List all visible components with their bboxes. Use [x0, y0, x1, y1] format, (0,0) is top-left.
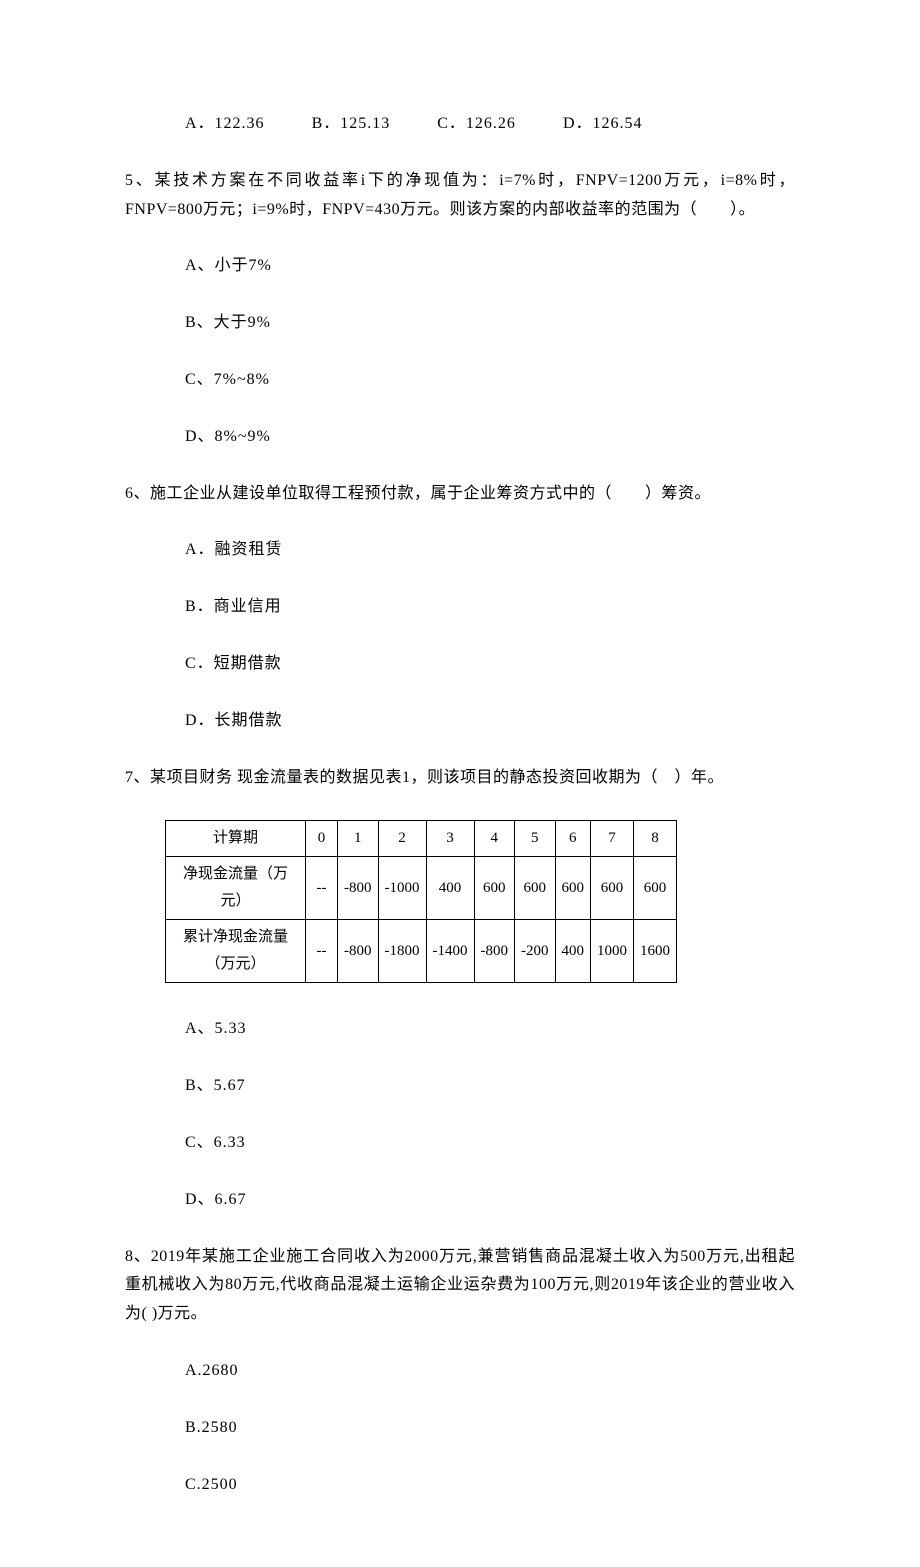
q6-option-a: A．融资租赁	[125, 536, 795, 565]
data-cell: -800	[338, 857, 379, 920]
row-label-cell: 净现金流量（万元）	[166, 857, 306, 920]
header-cell: 7	[591, 821, 634, 857]
q6-option-c: C．短期借款	[125, 650, 795, 679]
data-cell: -800	[338, 920, 379, 983]
q7-option-c: C、6.33	[125, 1129, 795, 1158]
q5-option-d: D、8%~9%	[125, 423, 795, 452]
q5-text: 5、某技术方案在不同收益率i下的净现值为：i=7%时，FNPV=1200万元，i…	[125, 167, 795, 225]
q8-option-a: A.2680	[125, 1357, 795, 1386]
data-cell: 600	[591, 857, 634, 920]
header-cell: 5	[515, 821, 556, 857]
data-cell: 400	[555, 920, 591, 983]
header-cell: 0	[306, 821, 338, 857]
q4-option-c: C．126.26	[437, 115, 516, 132]
q4-option-b: B．125.13	[312, 115, 391, 132]
q5-option-b: B、大于9%	[125, 309, 795, 338]
header-cell: 2	[378, 821, 426, 857]
header-cell: 计算期	[166, 821, 306, 857]
table-row: 净现金流量（万元） -- -800 -1000 400 600 600 600 …	[166, 857, 677, 920]
data-cell: --	[306, 857, 338, 920]
q6-option-b: B．商业信用	[125, 593, 795, 622]
table-row: 累计净现金流量（万元） -- -800 -1800 -1400 -800 -20…	[166, 920, 677, 983]
data-cell: -200	[515, 920, 556, 983]
q8-option-b: B.2580	[125, 1414, 795, 1443]
q7-text: 7、某项目财务 现金流量表的数据见表1，则该项目的静态投资回收期为（ ）年。	[125, 764, 795, 793]
header-cell: 1	[338, 821, 379, 857]
data-cell: 600	[634, 857, 677, 920]
data-cell: 1000	[591, 920, 634, 983]
header-cell: 6	[555, 821, 591, 857]
row-label-cell: 累计净现金流量（万元）	[166, 920, 306, 983]
q7-option-a: A、5.33	[125, 1015, 795, 1044]
header-cell: 8	[634, 821, 677, 857]
header-cell: 4	[474, 821, 515, 857]
q5-option-a: A、小于7%	[125, 252, 795, 281]
q5-option-c: C、7%~8%	[125, 366, 795, 395]
q6-text: 6、施工企业从建设单位取得工程预付款，属于企业筹资方式中的（ ）筹资。	[125, 480, 795, 509]
q7-table: 计算期 0 1 2 3 4 5 6 7 8 净现金流量（万元） -- -800 …	[165, 820, 677, 983]
data-cell: 600	[515, 857, 556, 920]
q7-option-b: B、5.67	[125, 1072, 795, 1101]
q4-options: A．122.36 B．125.13 C．126.26 D．126.54	[125, 110, 795, 139]
q8-option-c: C.2500	[125, 1471, 795, 1500]
q7-option-d: D、6.67	[125, 1186, 795, 1215]
header-cell: 3	[426, 821, 474, 857]
data-cell: -1400	[426, 920, 474, 983]
data-cell: 600	[474, 857, 515, 920]
q4-option-d: D．126.54	[563, 115, 643, 132]
data-cell: -800	[474, 920, 515, 983]
data-cell: 600	[555, 857, 591, 920]
data-cell: -1800	[378, 920, 426, 983]
data-cell: -1000	[378, 857, 426, 920]
q4-option-a: A．122.36	[185, 115, 265, 132]
q6-option-d: D．长期借款	[125, 707, 795, 736]
data-cell: --	[306, 920, 338, 983]
q8-text: 8、2019年某施工企业施工合同收入为2000万元,兼营销售商品混凝土收入为50…	[125, 1243, 795, 1329]
data-cell: 400	[426, 857, 474, 920]
table-header-row: 计算期 0 1 2 3 4 5 6 7 8	[166, 821, 677, 857]
data-cell: 1600	[634, 920, 677, 983]
